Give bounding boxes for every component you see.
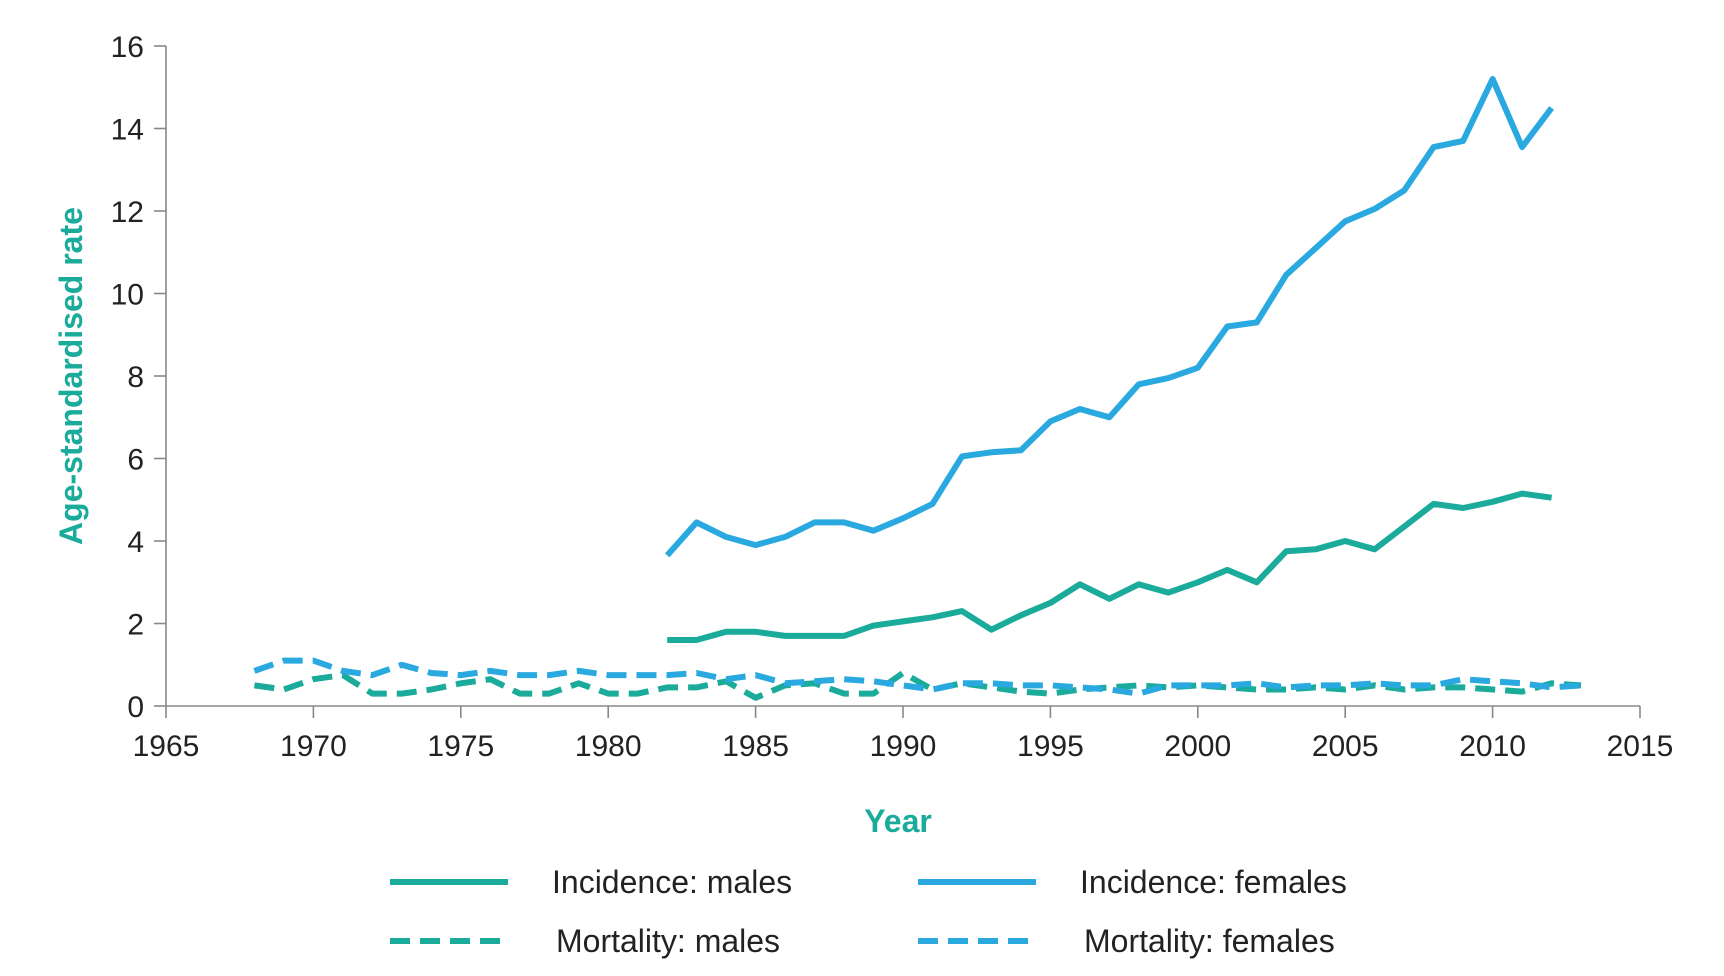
series-layer [253,76,1582,701]
x-tick-label: 1975 [427,730,494,763]
y-ticks: 0 2 4 6 8 10 12 14 16 [111,31,166,724]
y-axis-title: Age-standardised rate [53,207,89,545]
x-ticks: 1965 1970 1975 1980 1985 1990 1995 2000 2005 2010… [133,706,1674,763]
legend-item: Incidence: females [918,864,1347,900]
x-tick-label: 1965 [133,730,200,763]
x-tick-label: 2010 [1459,730,1526,763]
x-tick-label: 2000 [1164,730,1231,763]
legend-label: Mortality: females [1084,923,1335,959]
series-line-incidence-males [667,490,1553,643]
series-line-mortality-females [253,657,1582,697]
y-tick-label: 16 [111,31,144,64]
legend-item: Incidence: males [390,864,792,900]
x-tick-label: 2015 [1607,730,1674,763]
x-tick-label: 2005 [1312,730,1379,763]
y-tick-label: 10 [111,279,144,312]
y-tick-label: 8 [127,361,144,394]
x-axis-title: Year [864,803,932,839]
series-line-incidence-females [664,76,1554,558]
series-line-mortality-males [253,670,1582,701]
y-tick-label: 12 [111,196,144,229]
x-tick-label: 1990 [870,730,937,763]
x-tick-label: 1995 [1017,730,1084,763]
legend-label: Incidence: males [552,864,792,900]
y-tick-label: 0 [127,691,144,724]
x-tick-label: 1970 [280,730,347,763]
legend-item: Mortality: males [390,923,780,959]
y-tick-label: 14 [111,114,144,147]
legend-item: Mortality: females [918,923,1335,959]
legend: Incidence: males Incidence: females Mortal… [390,864,1347,959]
legend-label: Incidence: females [1080,864,1347,900]
x-tick-label: 1980 [575,730,642,763]
y-tick-label: 4 [127,526,144,559]
x-tick-label: 1985 [722,730,789,763]
y-tick-label: 2 [127,609,144,642]
y-tick-label: 6 [127,444,144,477]
legend-label: Mortality: males [556,923,780,959]
